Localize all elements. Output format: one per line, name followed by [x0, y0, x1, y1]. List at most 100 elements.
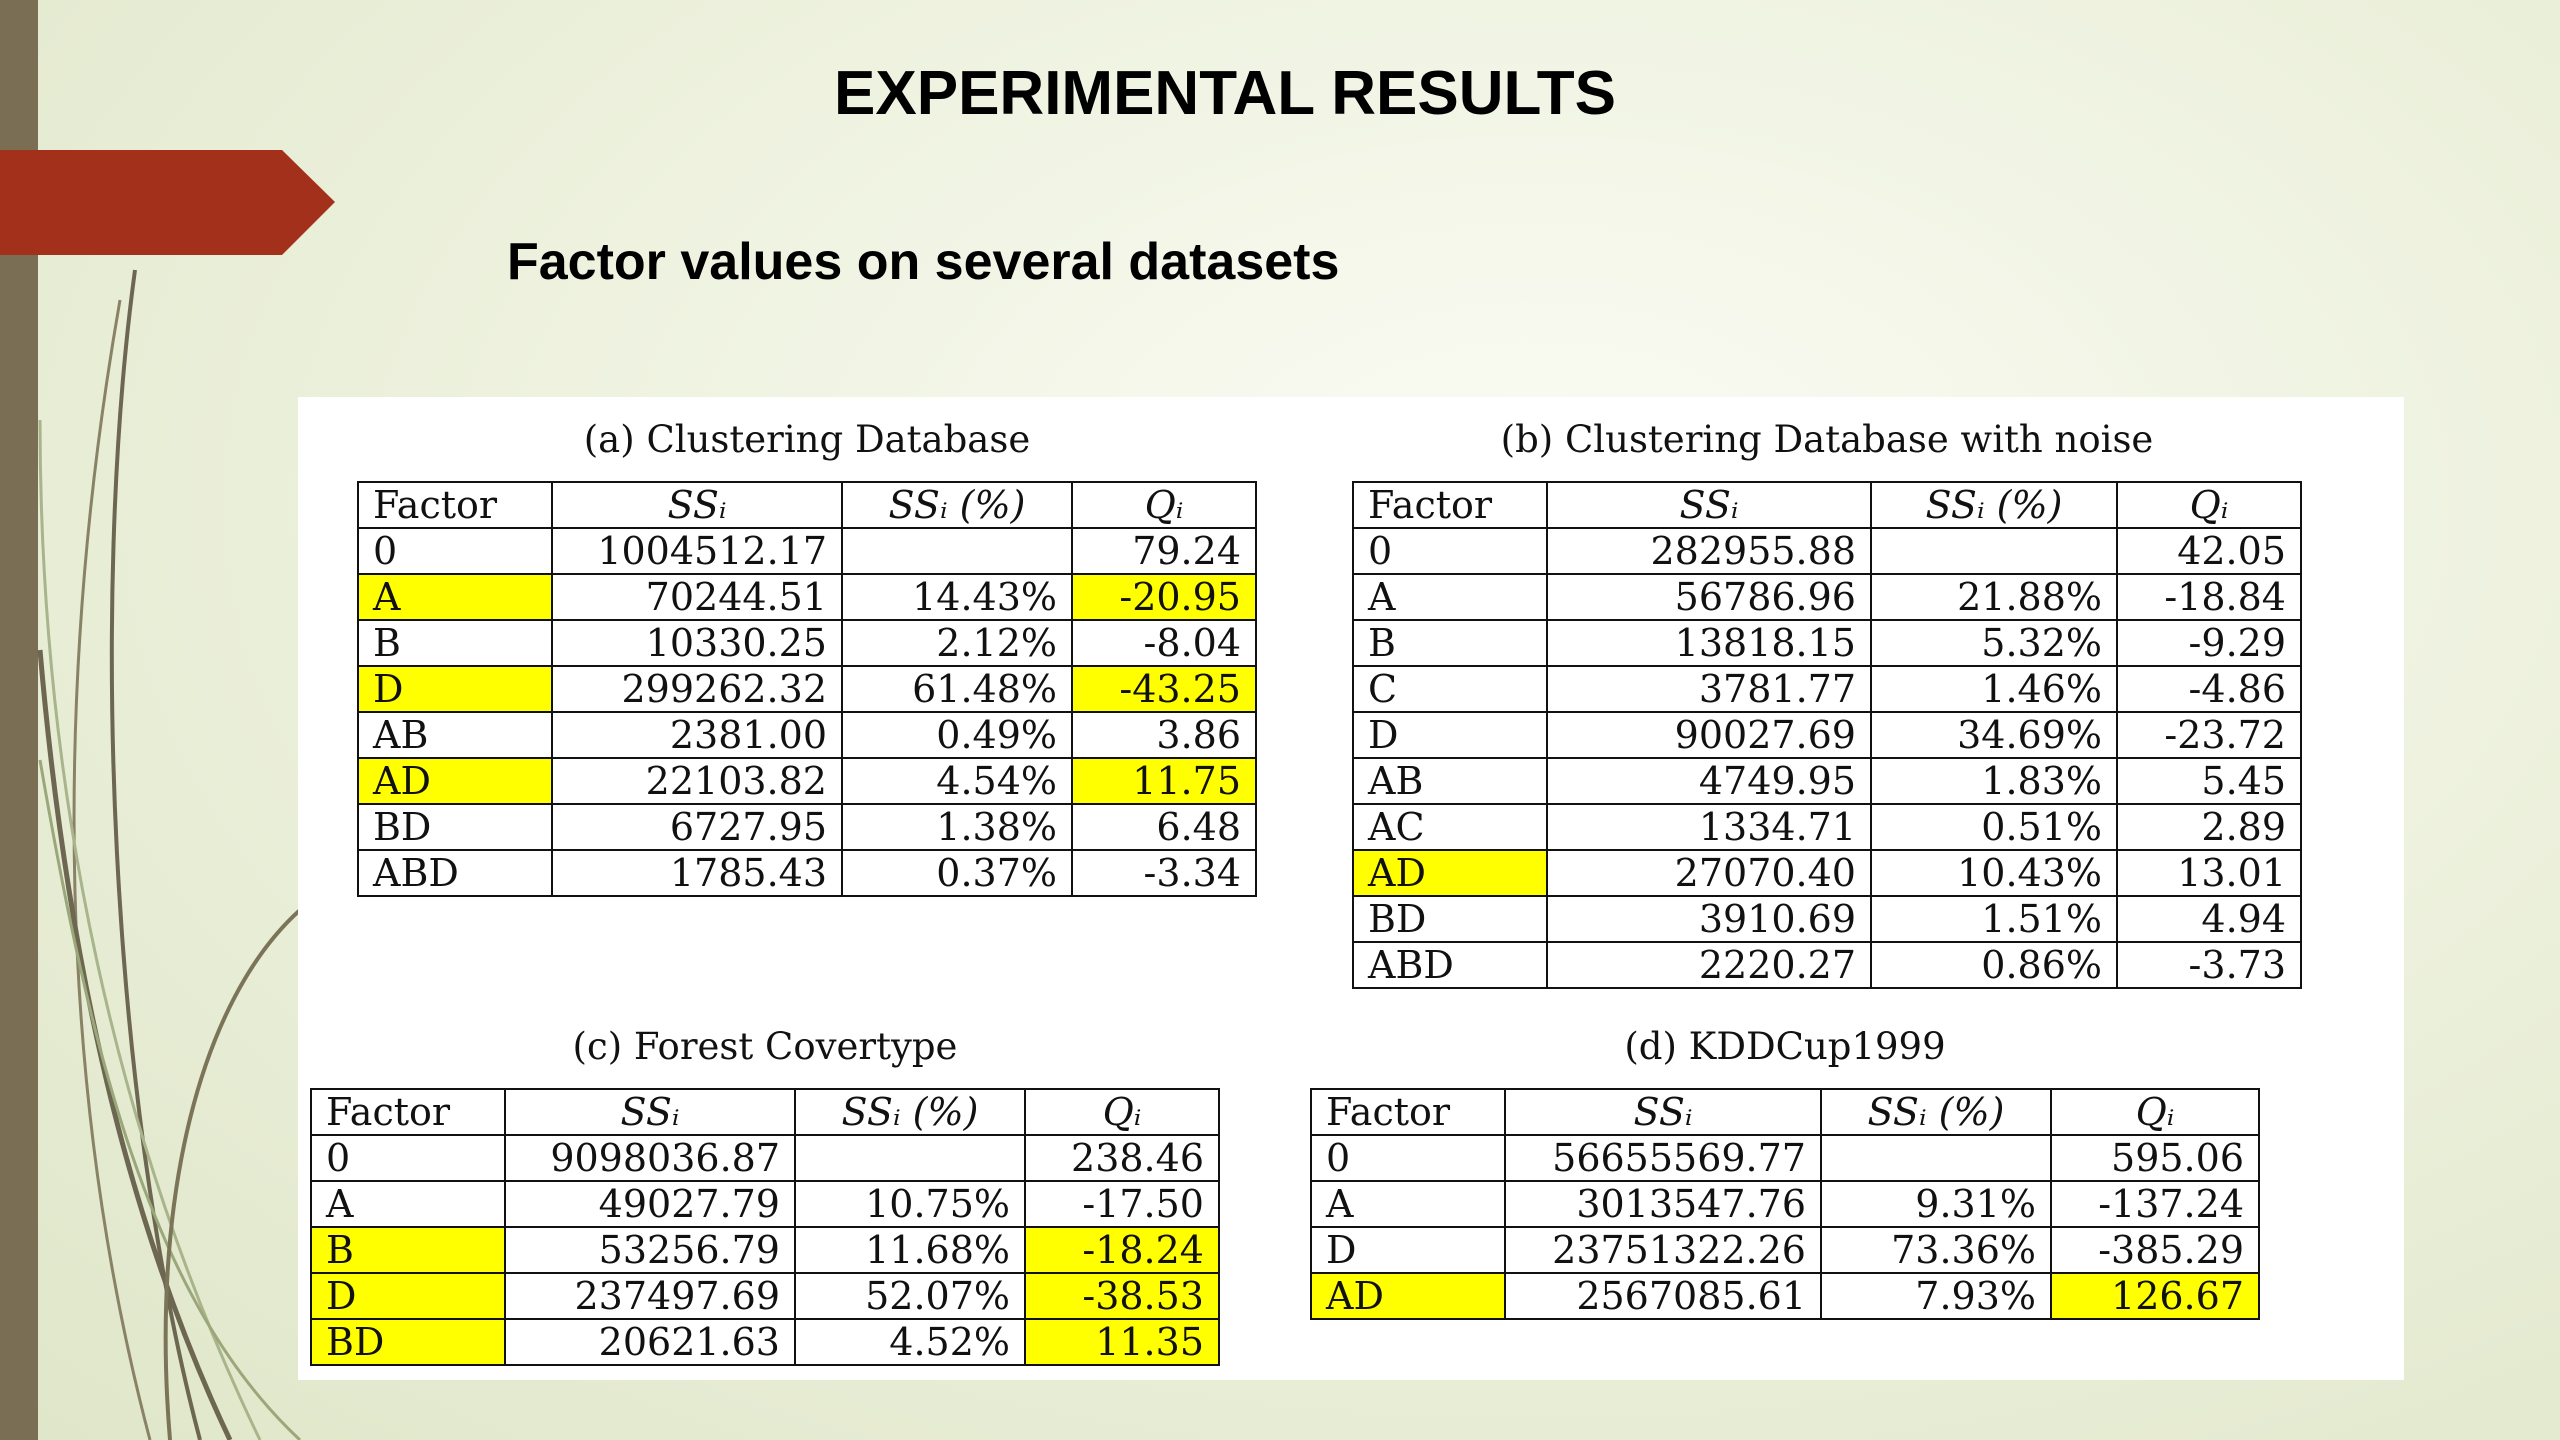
- table-row: B 53256.79 11.68% -18.24: [310, 1226, 1220, 1274]
- value-cell: 21.88%: [1870, 573, 2118, 621]
- factor-cell: 0: [310, 1134, 506, 1182]
- value-cell: 5.45: [2116, 757, 2302, 805]
- value-cell: 10330.25: [551, 619, 843, 667]
- value-cell: 2220.27: [1546, 941, 1872, 989]
- table-row: 0 282955.88 42.05: [1352, 527, 2302, 575]
- table-row: A 70244.51 14.43% -20.95: [357, 573, 1257, 621]
- value-cell: 1785.43: [551, 849, 843, 897]
- column-header: Qᵢ: [1024, 1088, 1220, 1136]
- factor-cell: BD: [1352, 895, 1548, 943]
- value-cell: 42.05: [2116, 527, 2302, 575]
- column-header: SSᵢ: [551, 481, 843, 529]
- table-row: 0 9098036.87 238.46: [310, 1134, 1220, 1182]
- value-cell: 23751322.26: [1504, 1226, 1822, 1274]
- value-cell: 1.38%: [841, 803, 1073, 851]
- table-row: D 90027.69 34.69% -23.72: [1352, 711, 2302, 759]
- value-cell: 70244.51: [551, 573, 843, 621]
- table-row: AD 2567085.61 7.93% 126.67: [1310, 1272, 2260, 1320]
- table-caption: (d) KDDCup1999: [1624, 1025, 1946, 1068]
- value-cell: 4.52%: [794, 1318, 1026, 1366]
- factor-cell: AD: [357, 757, 553, 805]
- table-row: AB 2381.00 0.49% 3.86: [357, 711, 1257, 759]
- column-header: Factor: [1310, 1088, 1506, 1136]
- table-caption: (b) Clustering Database with noise: [1500, 418, 2154, 461]
- factor-cell: AD: [1352, 849, 1548, 897]
- value-cell: -20.95: [1071, 573, 1257, 621]
- column-header: Factor: [357, 481, 553, 529]
- factor-cell: D: [357, 665, 553, 713]
- value-cell: 13.01: [2116, 849, 2302, 897]
- value-cell: 5.32%: [1870, 619, 2118, 667]
- value-cell: 9.31%: [1820, 1180, 2052, 1228]
- factor-cell: B: [310, 1226, 506, 1274]
- value-cell: 282955.88: [1546, 527, 1872, 575]
- value-cell: 237497.69: [504, 1272, 796, 1320]
- column-header: SSᵢ (%): [841, 481, 1073, 529]
- factor-cell: AC: [1352, 803, 1548, 851]
- value-cell: -9.29: [2116, 619, 2302, 667]
- column-header: SSᵢ: [1546, 481, 1872, 529]
- table-header-row: Factor SSᵢ SSᵢ (%) Qᵢ: [310, 1088, 1220, 1136]
- table-kddcup1999: (d) KDDCup1999 Factor SSᵢ SSᵢ (%) Qᵢ 0 5665556…: [1310, 1025, 2260, 1320]
- column-header: Factor: [310, 1088, 506, 1136]
- table-row: BD 6727.95 1.38% 6.48: [357, 803, 1257, 851]
- value-cell: 11.35: [1024, 1318, 1220, 1366]
- table-clustering-database: (a) Clustering Database Factor SSᵢ SSᵢ (%) Q…: [357, 418, 1257, 897]
- table-row: ABD 1785.43 0.37% -3.34: [357, 849, 1257, 897]
- value-cell: 1334.71: [1546, 803, 1872, 851]
- table-row: ABD 2220.27 0.86% -3.73: [1352, 941, 2302, 989]
- slide-title: EXPERIMENTAL RESULTS: [834, 59, 1616, 128]
- value-cell: -17.50: [1024, 1180, 1220, 1228]
- value-cell: 6.48: [1071, 803, 1257, 851]
- value-cell: [841, 527, 1073, 575]
- factor-cell: ABD: [357, 849, 553, 897]
- value-cell: 1004512.17: [551, 527, 843, 575]
- value-cell: [794, 1134, 1026, 1182]
- factor-cell: BD: [357, 803, 553, 851]
- value-cell: 6727.95: [551, 803, 843, 851]
- decorative-curves: [37, 269, 302, 1440]
- value-cell: [1870, 527, 2118, 575]
- value-cell: 299262.32: [551, 665, 843, 713]
- factor-cell: AB: [357, 711, 553, 759]
- factor-table: Factor SSᵢ SSᵢ (%) Qᵢ 0 56655569.77 595.06 A 301…: [1310, 1088, 2260, 1320]
- factor-cell: AD: [1310, 1272, 1506, 1320]
- value-cell: 3013547.76: [1504, 1180, 1822, 1228]
- table-row: A 3013547.76 9.31% -137.24: [1310, 1180, 2260, 1228]
- factor-table: Factor SSᵢ SSᵢ (%) Qᵢ 0 282955.88 42.05 A 56786.…: [1352, 481, 2302, 989]
- value-cell: -8.04: [1071, 619, 1257, 667]
- factor-cell: D: [1352, 711, 1548, 759]
- factor-cell: 0: [357, 527, 553, 575]
- value-cell: 238.46: [1024, 1134, 1220, 1182]
- value-cell: 2.89: [2116, 803, 2302, 851]
- value-cell: 4749.95: [1546, 757, 1872, 805]
- column-header: Qᵢ: [2050, 1088, 2260, 1136]
- factor-cell: BD: [310, 1318, 506, 1366]
- value-cell: 10.43%: [1870, 849, 2118, 897]
- value-cell: -3.34: [1071, 849, 1257, 897]
- value-cell: 2.12%: [841, 619, 1073, 667]
- value-cell: 595.06: [2050, 1134, 2260, 1182]
- column-header: SSᵢ (%): [794, 1088, 1026, 1136]
- red-arrow-banner: [0, 150, 335, 255]
- column-header: Factor: [1352, 481, 1548, 529]
- factor-table: Factor SSᵢ SSᵢ (%) Qᵢ 0 9098036.87 238.46 A 4902…: [310, 1088, 1220, 1366]
- value-cell: -137.24: [2050, 1180, 2260, 1228]
- factor-cell: B: [1352, 619, 1548, 667]
- value-cell: -18.24: [1024, 1226, 1220, 1274]
- table-row: D 23751322.26 73.36% -385.29: [1310, 1226, 2260, 1274]
- table-row: A 49027.79 10.75% -17.50: [310, 1180, 1220, 1228]
- table-row: B 10330.25 2.12% -8.04: [357, 619, 1257, 667]
- factor-cell: 0: [1310, 1134, 1506, 1182]
- value-cell: 4.94: [2116, 895, 2302, 943]
- table-row: 0 56655569.77 595.06: [1310, 1134, 2260, 1182]
- value-cell: 61.48%: [841, 665, 1073, 713]
- table-row: B 13818.15 5.32% -9.29: [1352, 619, 2302, 667]
- factor-cell: AB: [1352, 757, 1548, 805]
- factor-cell: A: [310, 1180, 506, 1228]
- value-cell: 49027.79: [504, 1180, 796, 1228]
- factor-table: Factor SSᵢ SSᵢ (%) Qᵢ 0 1004512.17 79.24 A 70244…: [357, 481, 1257, 897]
- value-cell: 13818.15: [1546, 619, 1872, 667]
- factor-cell: D: [310, 1272, 506, 1320]
- value-cell: -3.73: [2116, 941, 2302, 989]
